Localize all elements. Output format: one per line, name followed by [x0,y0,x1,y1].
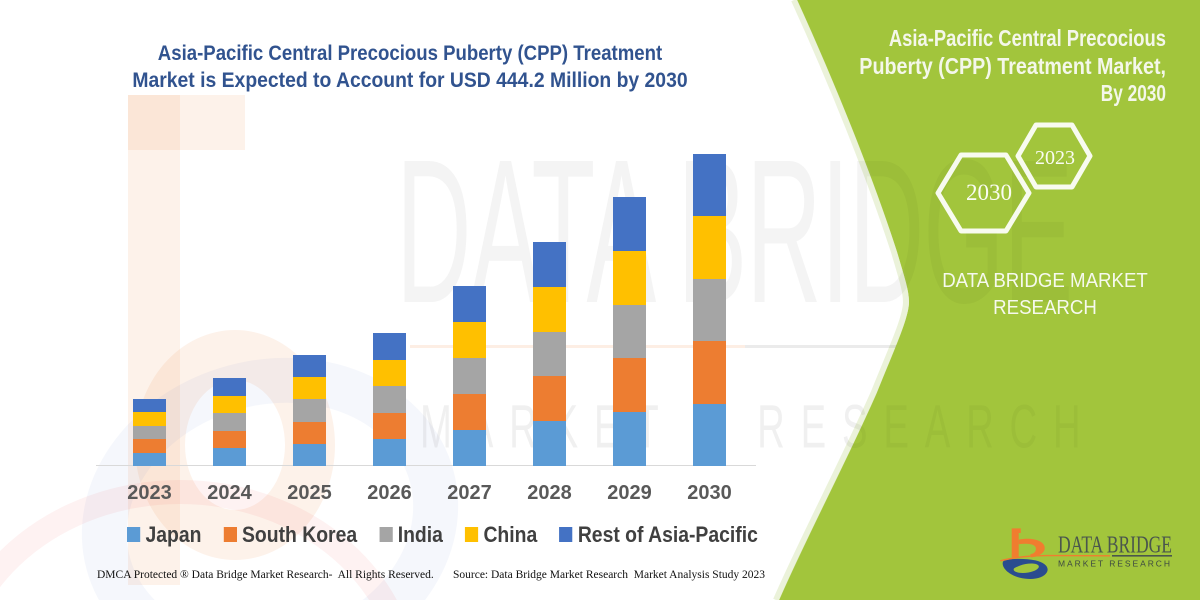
svg-text:MARKET RESEARCH: MARKET RESEARCH [1058,558,1173,568]
svg-text:2030: 2030 [966,180,1012,205]
svg-text:2023: 2023 [1035,147,1075,169]
svg-text:DATA BRIDGE: DATA BRIDGE [1058,533,1172,559]
